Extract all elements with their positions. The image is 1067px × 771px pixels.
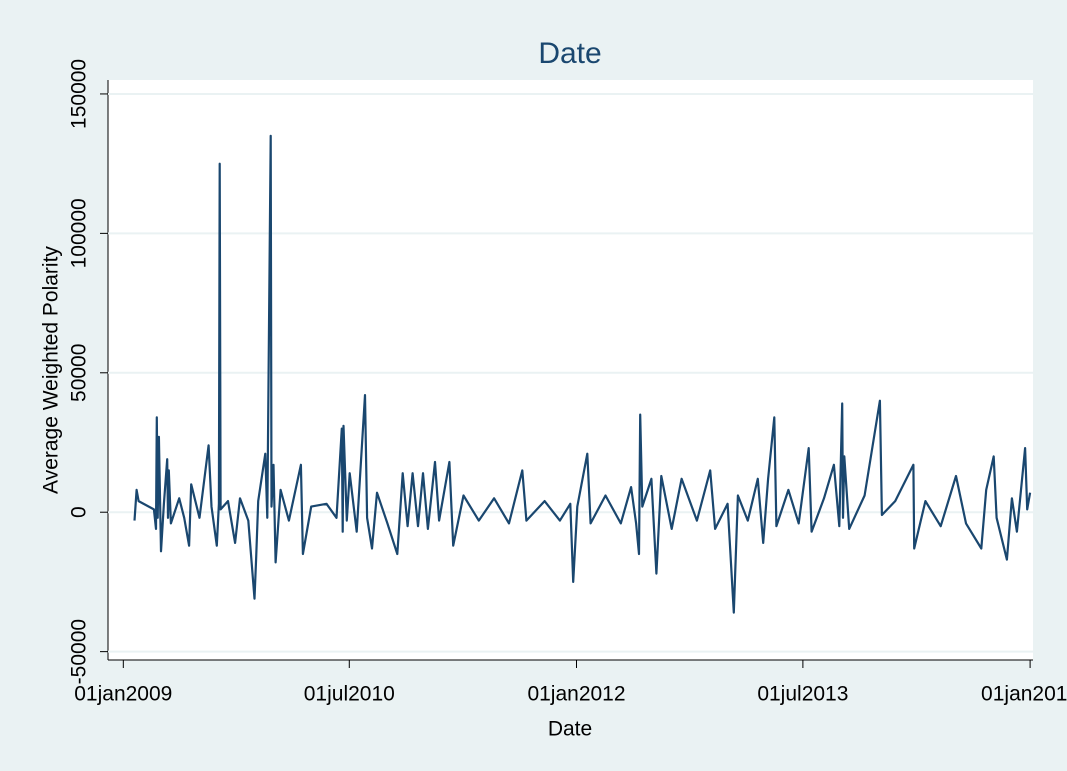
y-tick-label: -50000 [68,619,91,684]
y-tick-label: 150000 [68,59,91,129]
y-tick-label: 50000 [68,344,91,402]
x-tick-label: 01jul2010 [304,683,395,706]
x-tick-label: 01jan2009 [74,683,172,706]
x-axis-label: Date [548,718,592,741]
y-tick-label: 100000 [68,198,91,268]
y-axis-label: Average Weighted Polarity [40,246,63,494]
x-tick-label: 01jan2012 [527,683,625,706]
plot-area [108,80,1033,660]
data-line [133,134,1032,614]
chart-title: Date [538,37,601,70]
x-tick-label: 01jul2013 [757,683,848,706]
y-tick-label: 0 [68,506,91,518]
x-tick-label: 01jan2015 [981,683,1067,706]
